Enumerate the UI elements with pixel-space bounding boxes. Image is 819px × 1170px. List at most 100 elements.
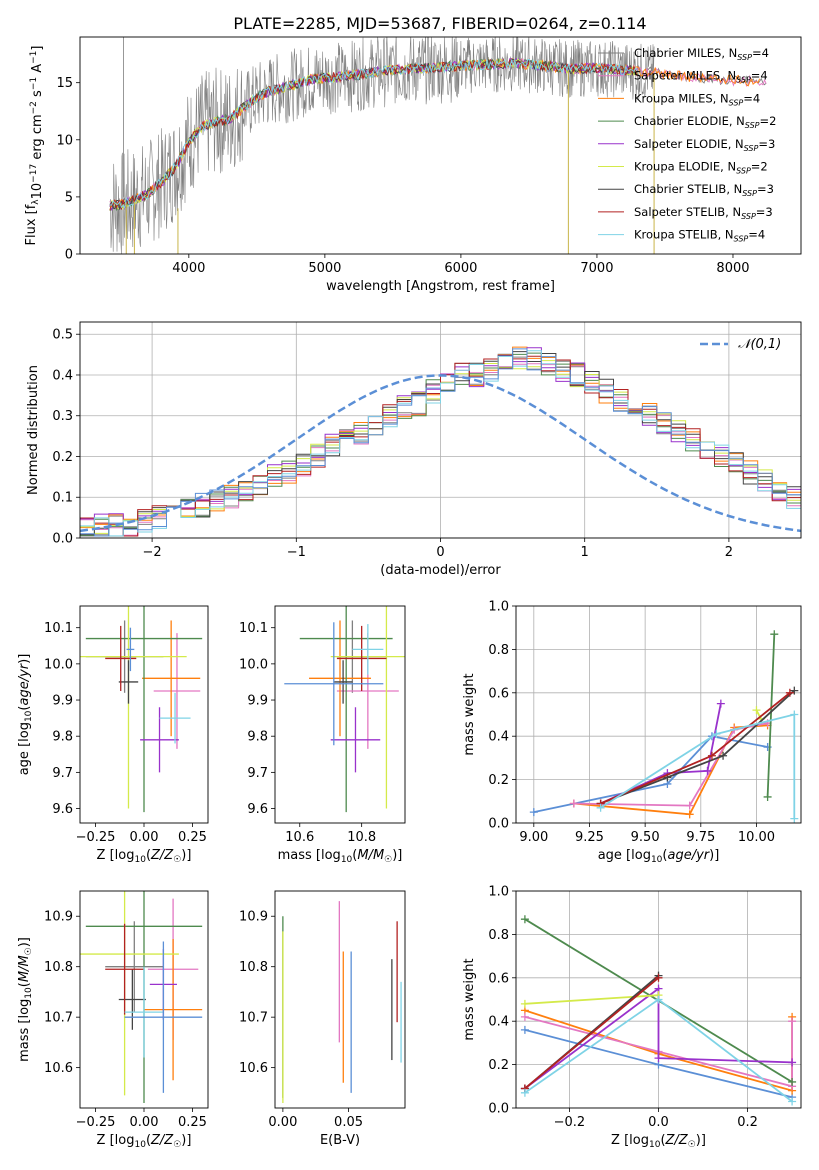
x-tick-label: 0.00 xyxy=(130,830,159,845)
legend-label: Salpeter STELIB, NSSP=3 xyxy=(634,205,773,221)
age-vs-mass-panel: 10.6 10.8 9.6 9.7 9.8 9.9 10.0 10.1 mass [log10(… xyxy=(239,605,406,865)
x-tick-label: 8000 xyxy=(716,261,749,276)
axes-frame xyxy=(274,890,406,1109)
y-tick-label: 0.8 xyxy=(488,928,509,943)
plot-area xyxy=(80,606,203,813)
y-tick-label: 0.1 xyxy=(52,491,73,506)
legend-label: 𝒩(0,1) xyxy=(738,337,781,352)
y-tick-label: 9.9 xyxy=(247,694,268,709)
y-axis-label: mass [log10(M/M☉)] xyxy=(17,937,34,1062)
mass-weight-line xyxy=(600,713,796,819)
mass-weight-line xyxy=(573,722,768,807)
x-axis-label: (data-model)/error xyxy=(380,563,501,578)
age-vs-metallicity-panel: −0.25 0.00 0.25 9.6 9.7 9.8 9.9 10.0 10.1 Z [log1… xyxy=(17,605,209,865)
x-tick-label: 0.00 xyxy=(268,1115,297,1130)
mass-weight-marker xyxy=(520,1088,529,1097)
y-tick-label: 9.6 xyxy=(247,802,268,817)
x-tick-label: 0.25 xyxy=(178,1115,207,1130)
mass-weight-marker xyxy=(763,792,772,801)
mass-weight-marker xyxy=(569,799,578,808)
mass-weight-marker xyxy=(716,699,725,708)
y-tick-label: 0.4 xyxy=(488,1015,509,1030)
y-axis-label: Normed distribution xyxy=(26,365,41,495)
legend-label: Kroupa STELIB, NSSP=4 xyxy=(634,228,765,244)
spectrum-panel: 4000 5000 6000 7000 8000 0 5 10 15 wavelength [An… xyxy=(24,36,802,294)
x-tick-label: −0.2 xyxy=(554,1115,586,1130)
x-tick-label: 1 xyxy=(581,545,589,560)
mass-vs-metallicity-panel: −0.25 0.00 0.25 10.6 10.7 10.8 10.9 Z [log10(Z/… xyxy=(17,890,209,1150)
massweight-vs-metallicity-panel: −0.2 0.0 0.2 0.0 0.2 0.4 0.6 0.8 1.0 Z [log10(Z/Z… xyxy=(462,885,802,1150)
legend-label: Chabrier STELIB, NSSP=3 xyxy=(634,182,774,198)
y-tick-label: 0.6 xyxy=(488,686,509,701)
y-axis-label: age [log10(age/yr)] xyxy=(17,654,34,776)
x-tick-label: 0.00 xyxy=(130,1115,159,1130)
y-tick-label: 0.0 xyxy=(488,817,509,832)
y-tick-label: 0.2 xyxy=(488,773,509,788)
mass-weight-marker xyxy=(707,751,716,760)
x-tick-label: −0.25 xyxy=(76,830,116,845)
mass-weight-line xyxy=(524,977,660,1090)
x-tick-label: 4000 xyxy=(172,261,205,276)
y-tick-label: 10.0 xyxy=(239,657,268,672)
x-axis-label: age [log10(age/yr)] xyxy=(598,848,720,865)
x-tick-label: 7000 xyxy=(580,261,613,276)
massweight-vs-age-panel: 9.00 9.25 9.50 9.75 10.00 0.0 0.2 0.4 0.6 0.8 1.0 a… xyxy=(462,600,802,865)
mass-weight-marker xyxy=(654,1054,663,1063)
mass-weight-marker xyxy=(520,1025,529,1034)
y-tick-label: 0.8 xyxy=(488,643,509,658)
mass-weight-marker xyxy=(770,630,779,639)
plot-area xyxy=(80,322,801,538)
mass-weight-marker xyxy=(529,808,538,817)
plot-area xyxy=(516,606,801,823)
mass-weight-marker xyxy=(654,995,663,1004)
axes-frame xyxy=(79,36,802,255)
mass-weight-marker xyxy=(790,814,799,823)
plot-area xyxy=(109,37,767,254)
x-tick-label: 0 xyxy=(436,545,444,560)
x-tick-label: 2 xyxy=(725,545,733,560)
y-axis-label: Flux [fλ10−17 erg cm−2 s−1 A−1] xyxy=(24,46,45,246)
y-tick-label: 0.0 xyxy=(488,1102,509,1117)
x-tick-label: 9.75 xyxy=(686,830,715,845)
spectrum-data-line xyxy=(109,37,655,254)
y-tick-label: 1.0 xyxy=(488,600,509,615)
mass-weight-marker xyxy=(788,1097,797,1106)
x-tick-label: 10.8 xyxy=(347,830,376,845)
y-tick-label: 9.9 xyxy=(52,694,73,709)
axes-frame xyxy=(79,605,209,824)
mass-weight-marker xyxy=(703,766,712,775)
y-tick-label: 0.0 xyxy=(52,532,73,547)
mass-weight-marker xyxy=(752,706,761,715)
mass-weight-marker xyxy=(788,1077,797,1086)
legend-label: Kroupa ELODIE, NSSP=2 xyxy=(634,160,768,176)
y-tick-label: 9.8 xyxy=(52,730,73,745)
x-axis-label: mass [log10(M/M☉)] xyxy=(278,848,403,865)
mass-weight-marker xyxy=(712,730,721,739)
axes-frame xyxy=(274,605,406,824)
y-tick-label: 9.7 xyxy=(52,766,73,781)
x-tick-label: 0.05 xyxy=(334,1115,363,1130)
mass-weight-line xyxy=(573,724,768,816)
mass-vs-ebv-panel: 0.00 0.05 10.6 10.7 10.8 10.9 E(B-V) xyxy=(239,890,406,1148)
figure-title: PLATE=2285, MJD=53687, FIBERID=0264, z=0… xyxy=(233,14,646,33)
y-tick-label: 10.1 xyxy=(239,621,268,636)
plot-area xyxy=(80,891,203,1103)
y-tick-label: 1.0 xyxy=(488,885,509,900)
y-tick-label: 9.8 xyxy=(247,730,268,745)
y-tick-label: 0.5 xyxy=(52,328,73,343)
y-tick-label: 10.9 xyxy=(44,910,73,925)
axes-frame xyxy=(79,321,802,539)
x-tick-label: 9.50 xyxy=(631,830,660,845)
y-axis-label: mass weight xyxy=(462,958,477,1040)
x-tick-label: 10.00 xyxy=(738,830,775,845)
x-tick-label: 6000 xyxy=(444,261,477,276)
mass-weight-marker xyxy=(520,999,529,1008)
y-tick-label: 10.6 xyxy=(239,1061,268,1076)
legend-label: Kroupa MILES, NSSP=4 xyxy=(634,91,760,107)
y-tick-label: 10.8 xyxy=(44,960,73,975)
x-axis-label: Z [log10(Z/Z☉)] xyxy=(97,848,192,865)
gaussian-curve xyxy=(80,374,801,533)
mass-weight-marker xyxy=(788,1058,797,1067)
spectrum-model-line xyxy=(109,58,638,209)
y-tick-label: 9.6 xyxy=(52,802,73,817)
